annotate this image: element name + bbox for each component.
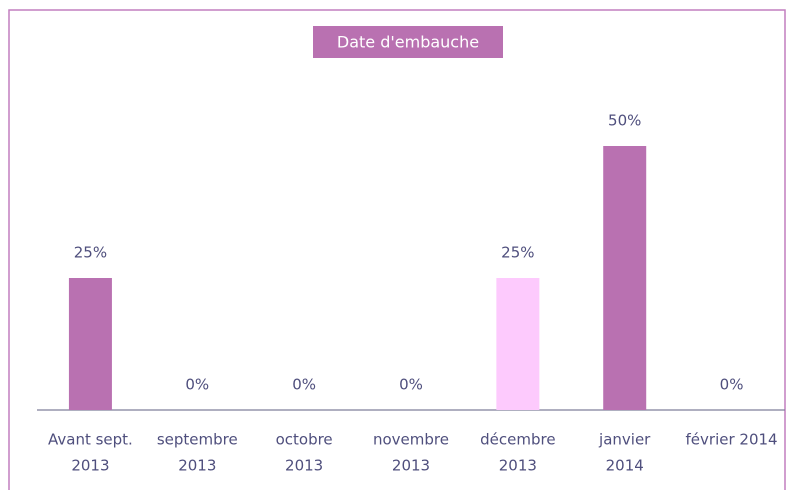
x-tick-label: 2013 <box>178 457 216 475</box>
data-label: 25% <box>74 244 107 262</box>
x-tick-label: 2013 <box>499 457 537 475</box>
x-tick-label: novembre <box>373 431 449 449</box>
data-label: 0% <box>720 376 744 394</box>
chart-border <box>8 9 786 490</box>
bar <box>68 278 112 410</box>
x-tick-label: janvier <box>598 431 651 449</box>
x-tick-label: Avant sept. <box>48 431 133 449</box>
x-tick-label: février 2014 <box>686 431 778 449</box>
x-tick-label: octobre <box>276 431 333 449</box>
chart-title: Date d'embauche <box>337 33 479 52</box>
x-tick-label: septembre <box>157 431 238 449</box>
x-tick-label: 2013 <box>285 457 323 475</box>
x-tick-label: 2013 <box>392 457 430 475</box>
data-label: 0% <box>185 376 209 394</box>
data-label: 0% <box>399 376 423 394</box>
bar <box>496 278 540 410</box>
data-label: 50% <box>608 112 641 130</box>
data-label: 0% <box>292 376 316 394</box>
x-tick-label: décembre <box>480 431 555 449</box>
title-box <box>313 26 503 58</box>
x-tick-label: 2013 <box>71 457 109 475</box>
bar <box>603 146 647 410</box>
x-tick-label: 2014 <box>606 457 644 475</box>
data-label: 25% <box>501 244 534 262</box>
